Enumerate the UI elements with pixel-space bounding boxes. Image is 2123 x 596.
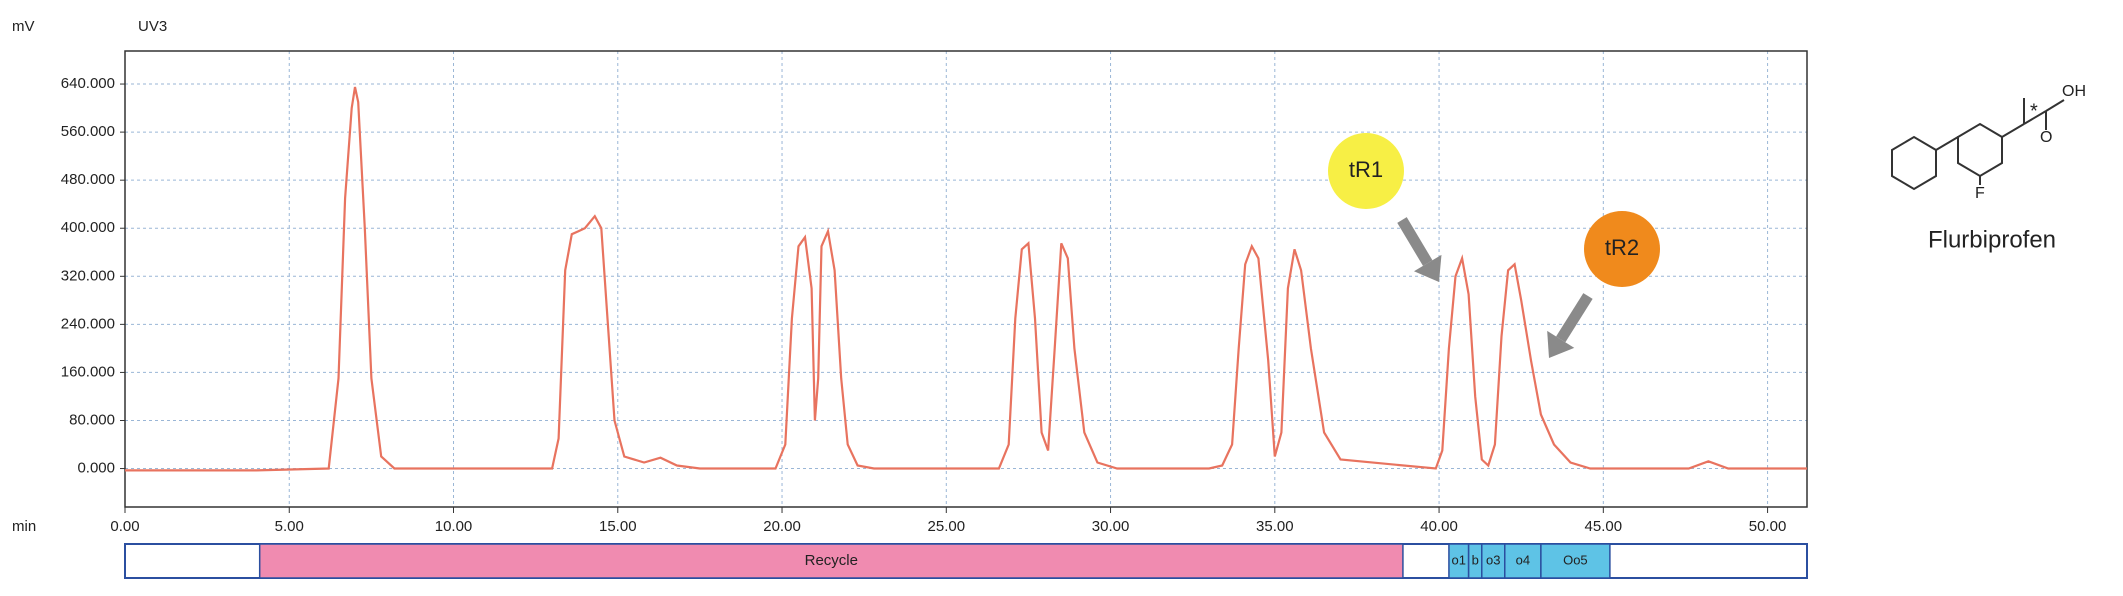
fraction	[258, 543, 1404, 579]
annotation-marker	[1328, 133, 1404, 209]
fraction-label: b	[1472, 552, 1479, 567]
x-tick-label: 45.00	[1585, 518, 1623, 535]
annotation-label: tR2	[1605, 235, 1639, 260]
ring	[1957, 122, 2003, 178]
fraction	[1504, 543, 1542, 579]
fraction-label: o3	[1486, 552, 1500, 567]
annotation-arrowhead	[1413, 254, 1442, 282]
bond	[2001, 123, 2025, 138]
y-tick-label: 0.000	[77, 460, 115, 477]
x-tick-label: 15.00	[599, 518, 637, 535]
x-tick-label: 35.00	[1256, 518, 1294, 535]
compound-name: Flurbiprofen	[1928, 226, 2056, 253]
x-tick-label: 40.00	[1420, 518, 1458, 535]
annotation-arrow	[1556, 293, 1593, 343]
plot-frame	[124, 50, 1808, 508]
y-tick-label: 400.000	[61, 219, 115, 236]
fraction-label: o1	[1452, 552, 1466, 567]
x-tick-label: 20.00	[763, 518, 801, 535]
atom-label: F	[1975, 185, 1985, 202]
y-unit: mV	[12, 18, 35, 35]
y-tick-label: 240.000	[61, 315, 115, 332]
y-tick-label: 80.000	[69, 411, 115, 428]
annotation-arrow	[1397, 217, 1433, 266]
x-tick-label: 50.00	[1749, 518, 1787, 535]
fraction-label: Recycle	[805, 552, 858, 569]
atom-label: *	[2030, 100, 2038, 122]
y-tick-label: 480.000	[61, 171, 115, 188]
trace	[125, 86, 1807, 472]
x-tick-label: 10.00	[435, 518, 473, 535]
bond	[2045, 99, 2065, 112]
y-tick-label: 560.000	[61, 123, 115, 140]
molecule	[1891, 98, 2065, 191]
x-tick-label: 25.00	[928, 518, 966, 535]
fraction	[1540, 543, 1611, 579]
atom-label: OH	[2062, 83, 2086, 100]
annotation-label: tR1	[1349, 157, 1383, 182]
bond	[1935, 136, 1959, 151]
fraction-label: Oo5	[1563, 552, 1588, 567]
x-tick-label: 30.00	[1092, 518, 1130, 535]
x-unit: min	[12, 518, 36, 535]
x-tick-label: 0.00	[110, 518, 139, 535]
y-tick-label: 640.000	[61, 75, 115, 92]
fraction-label: o4	[1516, 552, 1530, 567]
y-tick-label: 320.000	[61, 267, 115, 284]
y-tick-label: 160.000	[61, 363, 115, 380]
annotation-marker	[1584, 211, 1660, 287]
atom-label: O	[2040, 129, 2052, 146]
x-tick-label: 5.00	[275, 518, 304, 535]
ring	[1891, 135, 1937, 191]
annotation-arrowhead	[1547, 330, 1575, 358]
bond	[2023, 110, 2047, 125]
detector-label: UV3	[138, 18, 167, 35]
